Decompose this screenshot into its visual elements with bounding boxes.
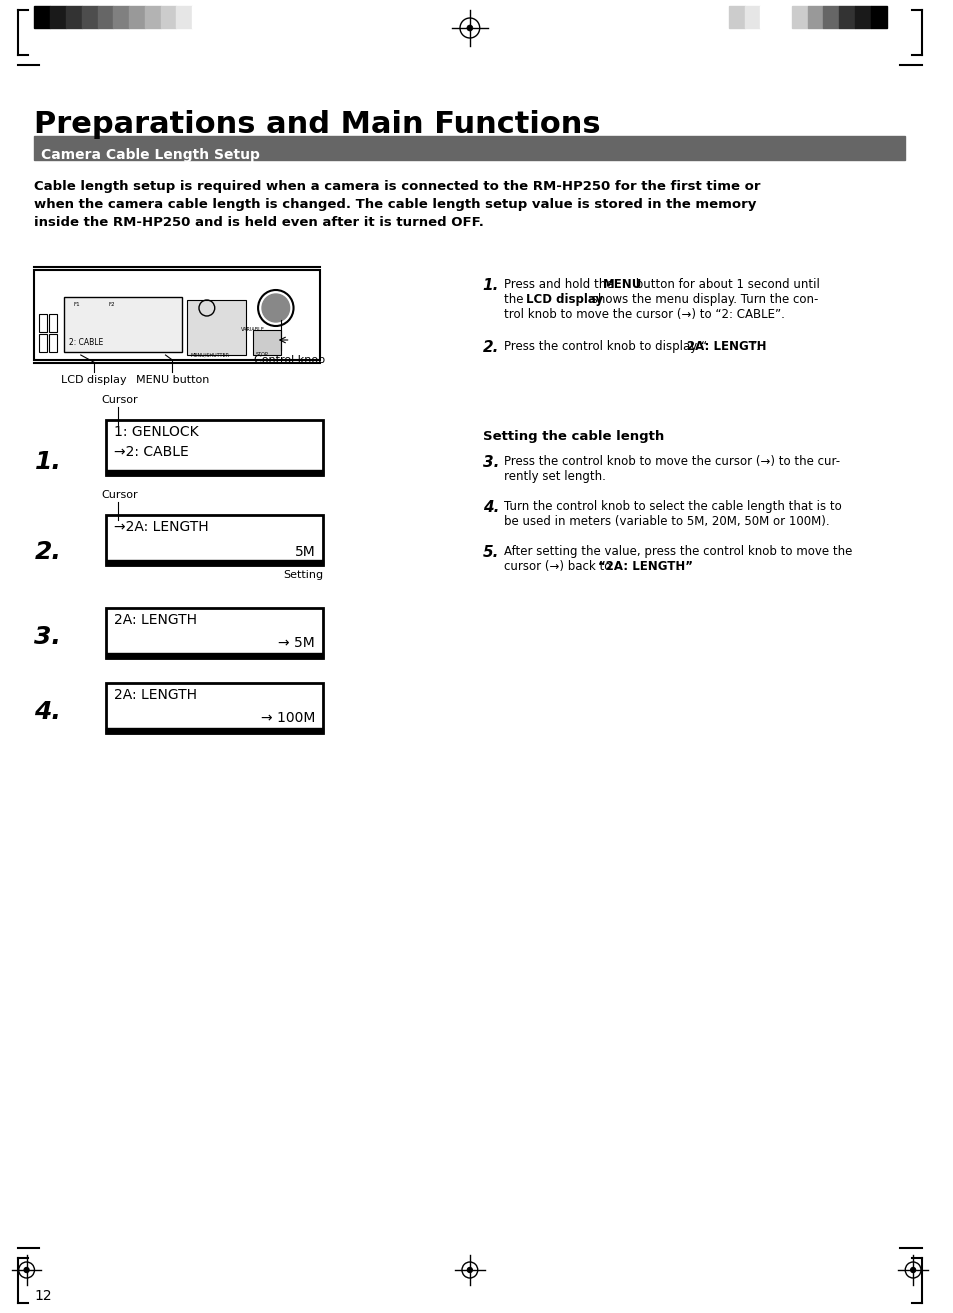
Bar: [728, 7, 744, 28]
Bar: [97, 7, 113, 28]
Bar: [822, 7, 839, 28]
Bar: [39, 314, 48, 332]
Bar: [50, 334, 57, 352]
Bar: [34, 270, 320, 360]
Bar: [107, 683, 323, 733]
Bar: [113, 7, 129, 28]
Text: Cursor: Cursor: [101, 395, 138, 404]
Text: Preparations and Main Functions: Preparations and Main Functions: [34, 110, 600, 139]
Text: 4.: 4.: [482, 500, 498, 515]
Text: button for about 1 second until: button for about 1 second until: [632, 278, 820, 291]
Text: Turn the control knob to select the cable length that is to: Turn the control knob to select the cabl…: [504, 500, 841, 513]
Bar: [107, 470, 323, 475]
Bar: [64, 297, 182, 352]
Text: →2A: LENGTH: →2A: LENGTH: [114, 520, 209, 534]
Text: 2A: LENGTH: 2A: LENGTH: [114, 688, 197, 702]
Text: → 100M: → 100M: [260, 712, 314, 725]
Text: 1.: 1.: [34, 450, 61, 474]
Bar: [791, 7, 807, 28]
Text: Cable length setup is required when a camera is connected to the RM-HP250 for th: Cable length setup is required when a ca…: [34, 180, 760, 228]
Text: Setting the cable length: Setting the cable length: [482, 429, 663, 442]
Text: be used in meters (variable to 5M, 20M, 50M or 100M).: be used in meters (variable to 5M, 20M, …: [504, 515, 829, 528]
Text: “2A: LENGTH”: “2A: LENGTH”: [598, 561, 692, 572]
Text: MENU/SHUTTER: MENU/SHUTTER: [190, 352, 229, 357]
Bar: [34, 7, 51, 28]
Bar: [107, 515, 323, 565]
Bar: [107, 727, 323, 733]
Text: 2.: 2.: [482, 340, 498, 355]
Text: MENU button: MENU button: [135, 376, 209, 385]
Bar: [66, 7, 82, 28]
Text: 2.: 2.: [34, 540, 61, 565]
Bar: [253, 330, 280, 355]
Text: 2: CABLE: 2: CABLE: [69, 337, 103, 347]
Text: MENU: MENU: [602, 278, 641, 291]
Circle shape: [910, 1267, 915, 1272]
Text: →2: CABLE: →2: CABLE: [114, 445, 189, 460]
Text: → 5M: → 5M: [278, 635, 314, 650]
Bar: [870, 7, 885, 28]
Bar: [129, 7, 145, 28]
Circle shape: [467, 1267, 472, 1272]
Text: 5.: 5.: [482, 545, 498, 561]
Text: 2A: LENGTH: 2A: LENGTH: [686, 340, 765, 353]
Bar: [107, 608, 323, 658]
Bar: [192, 7, 208, 28]
Text: trol knob to move the cursor (→) to “2: CABLE”.: trol knob to move the cursor (→) to “2: …: [504, 309, 784, 320]
Bar: [107, 420, 323, 475]
Bar: [82, 7, 97, 28]
Text: the: the: [504, 293, 527, 306]
Text: 5M: 5M: [294, 545, 314, 559]
Text: shows the menu display. Turn the con-: shows the menu display. Turn the con-: [587, 293, 818, 306]
Text: F2: F2: [109, 302, 115, 307]
Bar: [107, 653, 323, 658]
Text: 1.: 1.: [482, 278, 498, 293]
Text: After setting the value, press the control knob to move the: After setting the value, press the contr…: [504, 545, 852, 558]
Bar: [839, 7, 854, 28]
Text: 3.: 3.: [482, 456, 498, 470]
Bar: [50, 314, 57, 332]
Circle shape: [466, 25, 473, 32]
Text: 1: GENLOCK: 1: GENLOCK: [114, 425, 198, 439]
Bar: [145, 7, 160, 28]
Bar: [807, 7, 822, 28]
Text: Camera Cable Length Setup: Camera Cable Length Setup: [41, 148, 260, 161]
Text: 3.: 3.: [34, 625, 61, 649]
Text: Press and hold the: Press and hold the: [504, 278, 617, 291]
Text: Press the control knob to display “: Press the control knob to display “: [504, 340, 707, 353]
Circle shape: [24, 1267, 29, 1272]
Bar: [854, 7, 870, 28]
Text: 2A: LENGTH: 2A: LENGTH: [114, 613, 197, 628]
Text: Control knob: Control knob: [253, 355, 325, 365]
Bar: [51, 7, 66, 28]
Text: rently set length.: rently set length.: [504, 470, 605, 483]
Text: LCD display: LCD display: [525, 293, 602, 306]
Text: 4.: 4.: [34, 700, 61, 723]
Text: .: .: [676, 561, 679, 572]
Bar: [760, 7, 776, 28]
Bar: [776, 7, 791, 28]
Bar: [160, 7, 176, 28]
Bar: [34, 137, 904, 160]
Bar: [744, 7, 760, 28]
Text: Cursor: Cursor: [101, 490, 138, 500]
Text: ”.: ”.: [750, 340, 760, 353]
Text: 12: 12: [34, 1289, 52, 1302]
Text: LCD display: LCD display: [61, 376, 126, 385]
Text: VARIABLE: VARIABLE: [241, 327, 265, 332]
Bar: [39, 334, 48, 352]
Bar: [107, 561, 323, 565]
Circle shape: [262, 294, 290, 322]
Bar: [176, 7, 192, 28]
Text: cursor (→) back to: cursor (→) back to: [504, 561, 615, 572]
Bar: [187, 299, 246, 355]
Text: F1: F1: [73, 302, 80, 307]
Text: Press the control knob to move the cursor (→) to the cur-: Press the control knob to move the curso…: [504, 456, 840, 467]
Text: Setting: Setting: [283, 570, 323, 580]
Text: STOP: STOP: [255, 352, 269, 357]
